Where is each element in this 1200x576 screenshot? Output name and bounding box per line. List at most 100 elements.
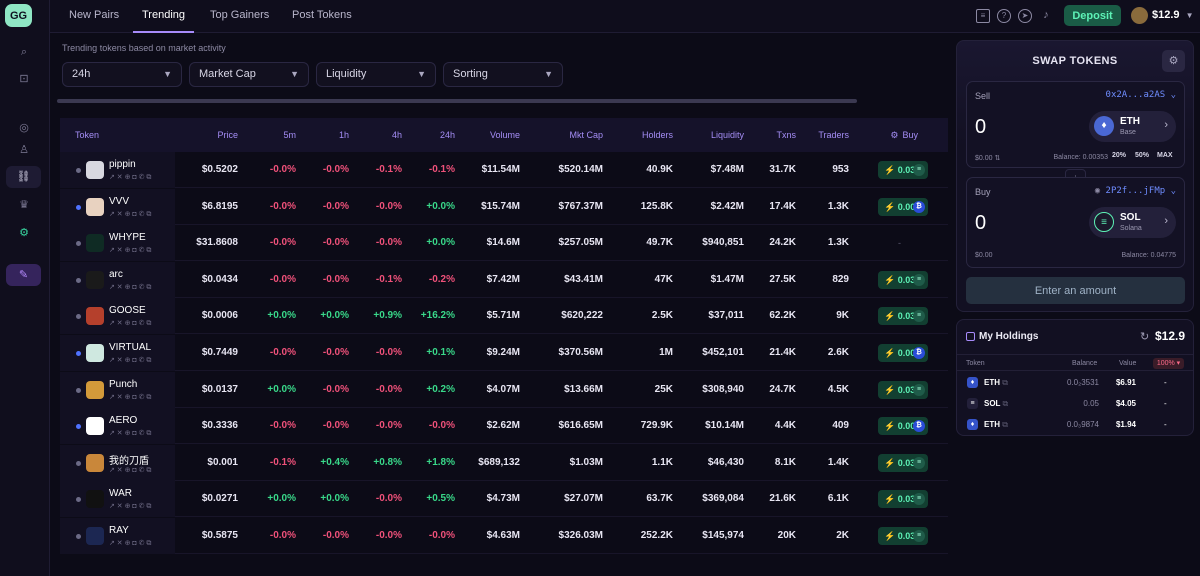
token-cell[interactable]: AERO ↗ ✕ ⊕ ◘ ✆ ⧉	[60, 408, 175, 445]
table-row[interactable]: AERO ↗ ✕ ⊕ ◘ ✆ ⧉ $0.3336 -0.0% -0.0% -0.0% -0.…	[60, 408, 948, 445]
token-social-links[interactable]: ↗ ✕ ⊕ ◘ ✆ ⧉	[109, 466, 152, 474]
table-row[interactable]: pippin ↗ ✕ ⊕ ◘ ✆ ⧉ $0.5202 -0.0% -0.0% -0.1% -…	[60, 152, 948, 188]
link-icon[interactable]: ⛓	[6, 166, 41, 188]
col-buy[interactable]: ⚙ Buy	[888, 118, 918, 152]
quick-buy-button[interactable]: ⚡ 0.03 ≡	[878, 270, 928, 289]
discover-icon[interactable]: ◎	[19, 122, 29, 134]
token-social-links[interactable]: ↗ ✕ ⊕ ◘ ✆ ⧉	[109, 540, 152, 547]
token-social-links[interactable]: ↗ ✕ ⊕ ◘ ✆ ⧉	[109, 430, 152, 438]
token-cell[interactable]: WAR ↗ ✕ ⊕ ◘ ✆ ⧉	[60, 481, 175, 518]
token-cell[interactable]: RAY ↗ ✕ ⊕ ◘ ✆ ⧉	[60, 518, 175, 554]
enter-amount-button[interactable]: Enter an amount	[966, 277, 1185, 304]
copy-icon[interactable]: ⧉	[1002, 378, 1008, 387]
refresh-icon[interactable]: ↻	[1140, 331, 1150, 343]
quick-buy-button[interactable]: ⚡ 0.03 ≡	[878, 380, 928, 399]
holding-row[interactable]: ♦ ETH ⧉ 0.0₃9874 $1.94 -	[957, 414, 1193, 435]
layers-icon[interactable]: ≡	[976, 9, 990, 23]
token-cell[interactable]: VVV ↗ ✕ ⊕ ◘ ✆ ⧉	[60, 188, 175, 225]
settings-icon[interactable]: ⚙	[19, 227, 29, 239]
table-row[interactable]: WAR ↗ ✕ ⊕ ◘ ✆ ⧉ $0.0271 +0.0% +0.0% -0.0% +0.5…	[60, 481, 948, 518]
token-social-links[interactable]: ↗ ✕ ⊕ ◘ ✆ ⧉	[109, 210, 152, 218]
sell-amount-input[interactable]: 0	[975, 116, 987, 138]
table-row[interactable]: 我的刀盾 ↗ ✕ ⊕ ◘ ✆ ⧉ $0.001 -0.1% +0.4% +0.8% +1.8…	[60, 444, 948, 481]
holding-row[interactable]: ♦ ETH ⧉ 0.0₂3531 $6.91 -	[957, 372, 1193, 393]
quick-buy-button[interactable]: ⚡ 0.001 ₿	[878, 417, 928, 436]
quick-buy-button[interactable]: ⚡ 0.03 ≡	[878, 161, 928, 179]
app-logo[interactable]: GG	[5, 4, 32, 27]
quick-buy-button[interactable]: ⚡ 0.03 ≡	[878, 490, 928, 509]
quick-buy-button[interactable]: ⚡ 0.03 ≡	[878, 307, 928, 326]
col-token[interactable]: Token	[75, 130, 100, 140]
user-icon[interactable]: ♙	[19, 144, 29, 156]
token-cell[interactable]: Punch ↗ ✕ ⊕ ◘ ✆ ⧉	[60, 371, 175, 408]
token-social-links[interactable]: ↗ ✕ ⊕ ◘ ✆ ⧉	[109, 174, 152, 181]
help-icon[interactable]: ?	[997, 9, 1011, 23]
trophy-icon[interactable]: ♛	[19, 199, 29, 211]
market-cap-select[interactable]: Market Cap ▼	[189, 62, 309, 87]
token-social-links[interactable]: ↗ ✕ ⊕ ◘ ✆ ⧉	[109, 320, 152, 328]
token-social-links[interactable]: ↗ ✕ ⊕ ◘ ✆ ⧉	[109, 393, 152, 401]
token-social-links[interactable]: ↗ ✕ ⊕ ◘ ✆ ⧉	[109, 357, 152, 364]
quick-buy-button[interactable]: ⚡ 0.03 ≡	[878, 527, 928, 545]
col-24h[interactable]: 24h	[439, 130, 455, 140]
buy-wallet-address[interactable]: ◉ 2P2f...jFMp ⌄	[1095, 186, 1176, 196]
table-row[interactable]: GOOSE ↗ ✕ ⊕ ◘ ✆ ⧉ $0.0006 +0.0% +0.0% +0.9% +1…	[60, 298, 948, 335]
col-txns[interactable]: Txns	[776, 130, 796, 140]
liquidity-select[interactable]: Liquidity ▼	[316, 62, 436, 87]
tab-top-gainers[interactable]: Top Gainers	[210, 9, 270, 21]
sell-token-selector[interactable]: ♦ ETH Base ›	[1089, 111, 1176, 142]
token-cell[interactable]: arc ↗ ✕ ⊕ ◘ ✆ ⧉	[60, 261, 175, 298]
swap-direction-icon[interactable]: ⇅	[994, 155, 1001, 162]
table-row[interactable]: Punch ↗ ✕ ⊕ ◘ ✆ ⧉ $0.0137 +0.0% -0.0% -0.0% +0…	[60, 371, 948, 408]
col-mkt-cap[interactable]: Mkt Cap	[569, 130, 603, 140]
col-4h[interactable]: 4h	[391, 130, 402, 140]
buy-amount-input[interactable]: 0	[975, 212, 987, 234]
bell-icon[interactable]: ♪	[1043, 9, 1049, 21]
col-traders[interactable]: Traders	[818, 130, 849, 140]
preset-max-button[interactable]: MAX	[1157, 152, 1173, 159]
wallet-balance[interactable]: $12.9 ▼	[1131, 5, 1194, 26]
quick-buy-button[interactable]: ⚡ 0.001 ₿	[878, 344, 928, 362]
copy-icon[interactable]: ⧉	[1002, 399, 1009, 408]
new-pairs-icon[interactable]: ⊡	[19, 73, 29, 85]
token-cell[interactable]: WHYPE ↗ ✕ ⊕ ◘ ✆ ⧉	[60, 225, 175, 262]
quick-buy-button[interactable]: ⚡ 0.03 ≡	[878, 453, 928, 472]
sell-wallet-address[interactable]: 0x2A...a2AS ⌄	[1106, 90, 1176, 100]
col-price[interactable]: Price	[217, 130, 238, 140]
col-5m[interactable]: 5m	[283, 130, 296, 140]
quick-buy-button[interactable]: ⚡ 0.001 ₿	[878, 197, 928, 216]
token-social-links[interactable]: ↗ ✕ ⊕ ◘ ✆ ⧉	[109, 503, 152, 511]
table-row[interactable]: RAY ↗ ✕ ⊕ ◘ ✆ ⧉ $0.5875 -0.0% -0.0% -0.0% -0.0…	[60, 518, 948, 554]
token-cell[interactable]: GOOSE ↗ ✕ ⊕ ◘ ✆ ⧉	[60, 298, 175, 335]
swap-settings-button[interactable]: ⚙	[1162, 50, 1185, 72]
table-row[interactable]: VVV ↗ ✕ ⊕ ◘ ✆ ⧉ $6.8195 -0.0% -0.0% -0.0% +0.0…	[60, 188, 948, 225]
telegram-icon[interactable]: ➤	[1018, 9, 1032, 23]
token-social-links[interactable]: ↗ ✕ ⊕ ◘ ✆ ⧉	[109, 283, 152, 291]
table-row[interactable]: WHYPE ↗ ✕ ⊕ ◘ ✆ ⧉ $31.8608 -0.0% -0.0% -0.0% +…	[60, 225, 948, 262]
tab-trending[interactable]: Trending	[133, 0, 195, 33]
sorting-select[interactable]: Sorting ▼	[443, 62, 563, 87]
col-1h[interactable]: 1h	[338, 130, 349, 140]
holdings-percent-filter[interactable]: 100% ▾	[1153, 358, 1184, 369]
horizontal-scrollbar[interactable]	[57, 99, 857, 103]
table-row[interactable]: VIRTUAL ↗ ✕ ⊕ ◘ ✆ ⧉ $0.7449 -0.0% -0.0% -0.0%…	[60, 335, 948, 371]
col-holders[interactable]: Holders	[641, 130, 673, 140]
edit-icon[interactable]: ✎	[6, 264, 41, 286]
token-social-links[interactable]: ↗ ✕ ⊕ ◘ ✆ ⧉	[109, 247, 152, 255]
token-cell[interactable]: 我的刀盾 ↗ ✕ ⊕ ◘ ✆ ⧉	[60, 444, 175, 481]
preset-20-button[interactable]: 20%	[1112, 152, 1127, 159]
tab-post-tokens[interactable]: Post Tokens	[292, 9, 352, 21]
deposit-button[interactable]: Deposit	[1064, 5, 1121, 26]
col-volume[interactable]: Volume	[489, 130, 520, 140]
table-row[interactable]: arc ↗ ✕ ⊕ ◘ ✆ ⧉ $0.0434 -0.0% -0.0% -0.1% -0.2…	[60, 261, 948, 298]
buy-token-selector[interactable]: ≡ SOL Solana ›	[1089, 207, 1176, 238]
tab-new-pairs[interactable]: New Pairs	[69, 9, 120, 21]
token-cell[interactable]: pippin ↗ ✕ ⊕ ◘ ✆ ⧉	[60, 152, 175, 188]
search-icon[interactable]: ⌕	[20, 46, 28, 58]
timeframe-select[interactable]: 24h ▼	[62, 62, 182, 87]
col-liquidity[interactable]: Liquidity	[710, 130, 744, 140]
token-cell[interactable]: VIRTUAL ↗ ✕ ⊕ ◘ ✆ ⧉	[60, 335, 175, 371]
copy-icon[interactable]: ⧉	[1002, 420, 1008, 429]
preset-50-button[interactable]: 50%	[1135, 152, 1150, 159]
holding-row[interactable]: ≡ SOL ⧉ 0.05 $4.05 -	[957, 393, 1193, 414]
